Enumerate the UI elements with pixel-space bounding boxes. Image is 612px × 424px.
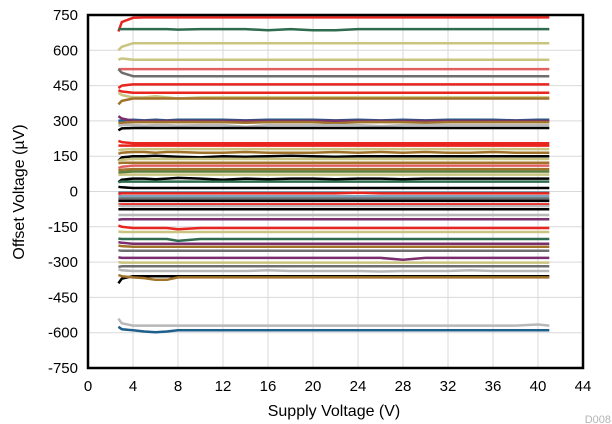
x-tick-label: 28 [395, 378, 412, 395]
series-line-49 [118, 268, 550, 273]
y-tick-label: 300 [53, 113, 78, 130]
series-line-16 [117, 139, 550, 145]
series-line-28 [118, 180, 550, 184]
series-line-14 [118, 123, 550, 129]
y-tick-label: 0 [70, 184, 78, 201]
series-line-52 [117, 317, 550, 327]
x-axis-title: Supply Voltage (V) [268, 403, 401, 420]
x-tick-label: 0 [84, 378, 92, 395]
series-line-13 [118, 120, 550, 125]
series-line-2 [118, 27, 550, 32]
y-tick-label: -150 [48, 219, 78, 236]
series-lines [117, 16, 550, 334]
x-tick-label: 32 [440, 378, 457, 395]
series-line-7 [117, 83, 550, 90]
series-line-22 [118, 161, 550, 165]
y-tick-labels: 750 600 450 300 150 0 -150 -300 -450 -600 -750 [48, 7, 78, 377]
x-tick-labels: 0 4 8 12 16 20 24 28 32 36 40 44 [84, 378, 592, 395]
series-line-29 [118, 185, 550, 190]
x-tick-label: 40 [530, 378, 547, 395]
series-line-42 [118, 237, 550, 243]
x-tick-label: 12 [215, 378, 232, 395]
series-line-18 [118, 147, 550, 152]
series-line-47 [118, 260, 550, 264]
series-line-6 [117, 68, 550, 78]
series-line-20 [117, 154, 550, 162]
x-tick-label: 36 [485, 378, 502, 395]
series-line-45 [118, 249, 550, 253]
series-line-3 [117, 41, 550, 52]
y-tick-label: 450 [53, 78, 78, 95]
series-line-4 [117, 57, 550, 61]
series-line-8 [117, 89, 550, 94]
x-tick-label: 24 [350, 378, 367, 395]
y-tick-label: -600 [48, 325, 78, 342]
series-line-41 [118, 230, 550, 234]
series-line-31 [118, 191, 550, 196]
series-line-1 [117, 16, 550, 32]
y-tick-label: -300 [48, 254, 78, 271]
y-tick-label: 150 [53, 148, 78, 165]
series-line-48 [118, 265, 550, 269]
series-line-53 [117, 325, 550, 334]
x-tick-label: 8 [174, 378, 182, 395]
series-line-15 [117, 126, 550, 132]
x-tick-label: 4 [129, 378, 137, 395]
series-line-44 [118, 244, 550, 249]
series-line-51 [117, 273, 550, 282]
series-line-24 [118, 167, 550, 172]
series-line-25 [118, 170, 550, 174]
x-tick-label: 20 [305, 378, 322, 395]
x-tick-label: 16 [260, 378, 277, 395]
y-tick-label: -450 [48, 289, 78, 306]
series-line-40 [117, 224, 550, 231]
y-tick-label: 750 [53, 7, 78, 24]
series-line-36 [118, 204, 550, 208]
y-tick-label: -750 [48, 360, 78, 377]
y-tick-label: 600 [53, 42, 78, 59]
series-line-43 [118, 240, 550, 245]
series-line-23 [117, 164, 550, 170]
x-tick-label: 44 [575, 378, 592, 395]
plot-frame [86, 13, 585, 370]
series-line-10 [117, 97, 550, 106]
series-line-46 [118, 256, 550, 261]
series-line-27 [117, 176, 550, 184]
figure-code-label: D008 [585, 414, 611, 424]
series-line-21 [117, 157, 550, 163]
series-line-19 [118, 150, 550, 155]
y-axis-title: Offset Voltage (µV) [11, 124, 28, 259]
